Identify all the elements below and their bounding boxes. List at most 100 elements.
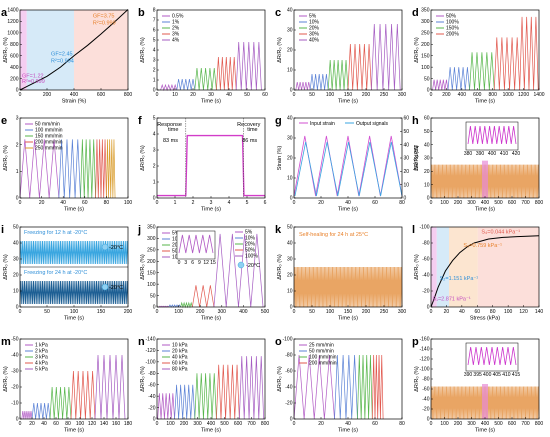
legend-label: Input strain xyxy=(310,121,335,127)
series-line xyxy=(469,52,495,91)
series-line xyxy=(70,370,96,420)
y-tick-label: 40 xyxy=(13,241,19,247)
y-tick-label: -40 xyxy=(285,385,292,391)
snowflake-icon xyxy=(101,283,109,291)
x-axis-label: Time (s) xyxy=(64,428,84,434)
x-tick-label: 700 xyxy=(247,421,256,427)
x-tick-label: 0 xyxy=(430,200,433,206)
y-tick-label: -50 xyxy=(11,337,18,343)
y-axis-label: ΔR/R₀ (%) xyxy=(277,254,283,280)
x-tick-label: 400 xyxy=(207,421,216,427)
inset-tick-label: 405 xyxy=(493,372,502,378)
x-tick-label: 20 xyxy=(39,200,45,206)
x-tick-label: 600 xyxy=(473,92,482,98)
series-line xyxy=(216,56,237,91)
x-tick-label: 0 xyxy=(19,421,22,427)
x-axis-label: Time (s) xyxy=(64,207,84,213)
y-tick-label: 10 xyxy=(424,182,430,188)
region-band xyxy=(431,227,437,307)
inset-tick-label: 12 xyxy=(203,260,209,266)
legend-label: 5% xyxy=(245,230,253,236)
annotation: R²=0.994 xyxy=(51,59,74,65)
x-tick-label: 100 xyxy=(174,309,183,315)
y-tick-label: 100 xyxy=(147,282,156,288)
panel-letter: n xyxy=(138,336,145,348)
x-tick-label: 50 xyxy=(309,92,315,98)
annotation: GF=2.45 xyxy=(51,52,73,58)
inset-tick-label: 3 xyxy=(184,260,187,266)
inset-signal xyxy=(467,125,517,145)
inset-frame xyxy=(176,230,216,260)
x-tick-label: 40 xyxy=(226,92,232,98)
y-tick-label: -80 xyxy=(148,371,155,377)
y-tick-label: -100 xyxy=(419,225,429,231)
inset-tick-label: 380 xyxy=(464,151,473,157)
inset-signal xyxy=(178,234,214,254)
legend-label: 10 kPa xyxy=(172,343,188,349)
x-tick-label: 60 xyxy=(475,309,481,315)
y2-tick-label: 30 xyxy=(404,156,410,162)
y-tick-label: 0 xyxy=(290,196,293,202)
y-tick-label: -20 xyxy=(422,289,429,295)
x-axis-label: Time (s) xyxy=(64,316,84,322)
y-tick-label: 600 xyxy=(10,53,19,59)
series-line xyxy=(432,79,449,91)
legend-label: 150% xyxy=(446,26,459,32)
temperature-label: -20°C xyxy=(246,263,260,269)
y-tick-label: 30 xyxy=(287,257,293,263)
series-line xyxy=(95,139,107,199)
series-line xyxy=(235,41,262,91)
x-tick-label: 200 xyxy=(362,92,371,98)
y-axis-label: ΔR/R₀ (%) xyxy=(414,145,420,171)
x-tick-label: 120 xyxy=(88,421,97,427)
x-axis-label: Stress (kPa) xyxy=(470,316,500,322)
y-tick-label: 50 xyxy=(424,129,430,135)
y-tick-label: 0 xyxy=(427,417,430,423)
x-tick-label: 400 xyxy=(70,92,79,98)
y-tick-label: 0 xyxy=(290,417,293,423)
x-tick-label: 60 xyxy=(372,200,378,206)
legend-label: 80 kPa xyxy=(172,367,188,373)
annotation: 83 ms xyxy=(163,138,178,144)
panel-letter: o xyxy=(275,336,282,348)
x-tick-label: 100 xyxy=(70,309,79,315)
legend-label: 5% xyxy=(172,231,180,237)
y-tick-label: 0 xyxy=(290,305,293,311)
inset-tick-label: 400 xyxy=(483,372,492,378)
x-tick-label: 1400 xyxy=(533,92,544,98)
temperature-label: -20°C xyxy=(109,285,123,291)
x-tick-label: 3 xyxy=(210,200,213,206)
y-tick-label: 250 xyxy=(147,248,156,254)
inset-tick-label: 390 xyxy=(464,372,473,378)
series-line xyxy=(31,402,51,420)
y-axis-label: ΔR/R₀ (%) xyxy=(140,254,146,280)
y-tick-label: 0 xyxy=(153,88,156,94)
x-axis-label: Time (s) xyxy=(201,428,221,434)
annotation: time xyxy=(168,127,178,133)
x-tick-label: 800 xyxy=(535,200,544,206)
y-tick-label: 1000 xyxy=(7,31,18,37)
x-tick-label: 2 xyxy=(192,200,195,206)
series-line xyxy=(174,384,196,420)
y-tick-label: 1 xyxy=(153,180,156,186)
inset-tick-label: 410 xyxy=(500,151,509,157)
x-tick-label: 0 xyxy=(156,421,159,427)
y-tick-label: 3 xyxy=(153,148,156,154)
y-tick-label: -20 xyxy=(11,385,18,391)
temperature-label: -20°C xyxy=(109,245,123,251)
panel-letter: g xyxy=(275,115,282,127)
x-tick-label: 200 xyxy=(43,92,52,98)
y-tick-label: 0 xyxy=(16,417,19,423)
plot-frame xyxy=(156,226,266,308)
x-axis-label: Time (s) xyxy=(201,99,221,105)
series-line xyxy=(49,386,72,420)
x-tick-label: 200 xyxy=(362,309,371,315)
x-tick-label: 100 xyxy=(504,309,513,315)
y2-axis-label: ΔR/R₀ (%) xyxy=(412,145,418,171)
y-tick-label: 50 xyxy=(13,225,19,231)
chart-panel-d: 50%100%150%200%0 200 400 600 800 1000 1200 1400… xyxy=(412,7,545,105)
x-tick-label: 100 xyxy=(76,421,85,427)
